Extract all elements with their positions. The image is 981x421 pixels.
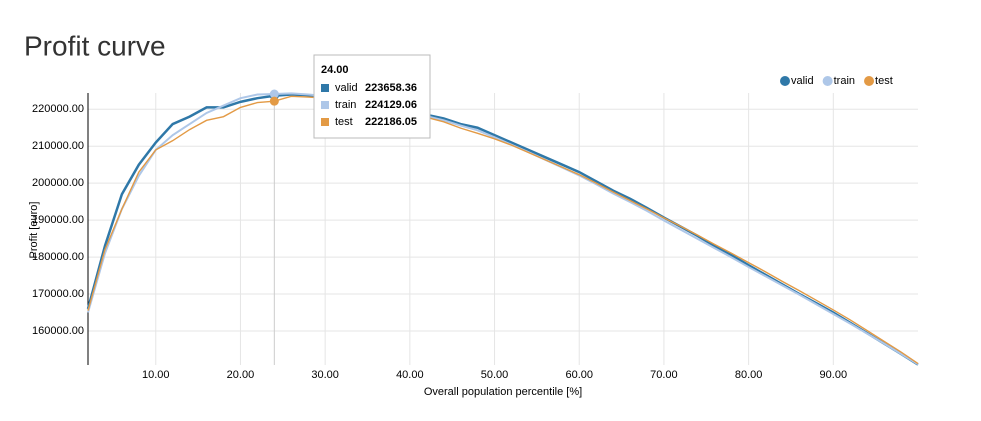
y-tick-label: 180000.00 xyxy=(32,251,84,263)
x-tick-label: 80.00 xyxy=(735,369,763,381)
series-line xyxy=(87,92,919,366)
x-tick-label: 70.00 xyxy=(650,369,678,381)
tooltip-name: train xyxy=(335,99,356,111)
legend-label: valid xyxy=(791,75,814,87)
tooltip-swatch xyxy=(321,84,329,92)
tooltip-value: 222186.05 xyxy=(365,116,417,128)
x-tick-label: 40.00 xyxy=(396,369,424,381)
x-tick-label: 60.00 xyxy=(565,369,593,381)
tooltip: 24.00 valid 223658.36 train 224129.06 test 222… xyxy=(313,54,431,139)
legend-marker xyxy=(780,76,790,86)
y-tick-label: 170000.00 xyxy=(32,288,84,300)
legend-label: train xyxy=(834,75,855,87)
hover-dot xyxy=(269,96,279,106)
y-tick-label: 220000.00 xyxy=(32,103,84,115)
tooltip-box xyxy=(313,54,431,139)
x-tick-label: 90.00 xyxy=(820,369,848,381)
legend-marker xyxy=(864,76,875,86)
x-axis-label: Overall population percentile [%] xyxy=(424,386,582,398)
y-tick-label: 210000.00 xyxy=(32,140,84,152)
x-tick-label: 20.00 xyxy=(227,369,255,381)
tooltip-value: 224129.06 xyxy=(365,99,417,111)
x-tick-label: 50.00 xyxy=(481,369,509,381)
series-line xyxy=(87,95,919,365)
legend-marker xyxy=(822,76,833,86)
x-tick-label: 30.00 xyxy=(311,369,339,381)
series-line xyxy=(86,93,919,366)
y-tick-label: 190000.00 xyxy=(32,214,84,226)
tooltip-value: 223658.36 xyxy=(365,82,417,94)
tooltip-swatch xyxy=(321,101,329,109)
x-tick-label: 10.00 xyxy=(142,369,170,381)
chart-title: Profit curve xyxy=(24,30,166,61)
tooltip-swatch xyxy=(321,118,329,126)
legend-label: test xyxy=(875,75,893,87)
hover-dot xyxy=(269,89,279,99)
y-tick-label: 200000.00 xyxy=(32,177,84,189)
tooltip-name: valid xyxy=(335,82,358,94)
tooltip-title: 24.00 xyxy=(321,64,349,76)
y-axis-label: Profit [euro] xyxy=(28,202,40,259)
y-tick-label: 160000.00 xyxy=(32,325,84,337)
tooltip-name: test xyxy=(335,116,353,128)
